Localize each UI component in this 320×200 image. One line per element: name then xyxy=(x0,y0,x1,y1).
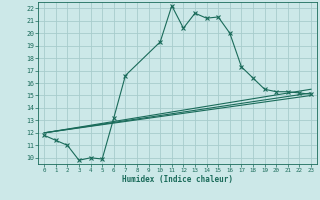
X-axis label: Humidex (Indice chaleur): Humidex (Indice chaleur) xyxy=(122,175,233,184)
